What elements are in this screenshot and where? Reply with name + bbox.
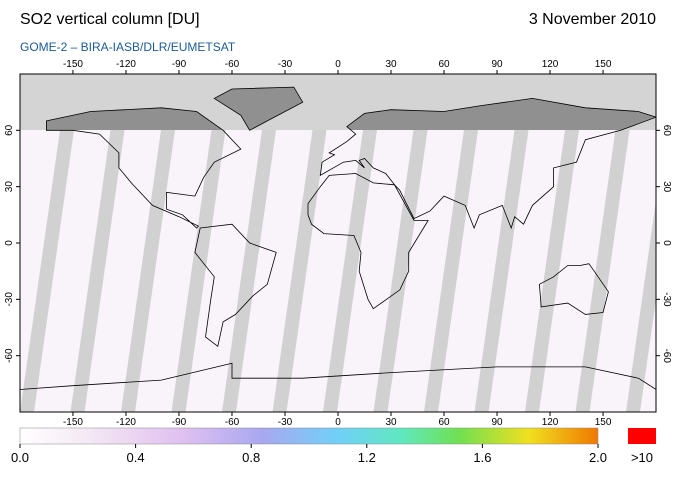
coastline bbox=[307, 173, 429, 310]
colorbar-tick-label: 2.0 bbox=[589, 450, 607, 465]
lon-tick-label: -30 bbox=[278, 59, 293, 70]
swath-gap bbox=[70, 130, 125, 412]
lon-tick-label: 90 bbox=[491, 59, 503, 70]
lat-tick-label: -60 bbox=[661, 348, 672, 363]
lat-tick-label: 30 bbox=[4, 181, 15, 193]
lon-tick-label: 30 bbox=[385, 417, 397, 428]
colorbar-tick-label: 1.6 bbox=[473, 450, 491, 465]
swath-gap bbox=[121, 130, 175, 412]
colorbar-tick-label: 1.2 bbox=[358, 450, 376, 465]
date: 3 November 2010 bbox=[529, 11, 656, 28]
lon-tick-label: 90 bbox=[491, 417, 503, 428]
coastline bbox=[538, 263, 609, 315]
swath-gap bbox=[373, 130, 428, 412]
lon-tick-label: 120 bbox=[542, 59, 559, 70]
lon-tick-label: -120 bbox=[116, 417, 136, 428]
lon-tick-label: 150 bbox=[595, 417, 612, 428]
lon-tick-label: -90 bbox=[172, 59, 187, 70]
arctic-land bbox=[46, 87, 656, 130]
lat-tick-label: -60 bbox=[4, 348, 15, 363]
swath-gap bbox=[424, 130, 478, 412]
swath-gap bbox=[272, 130, 327, 412]
lon-tick-label: 60 bbox=[438, 59, 450, 70]
lat-tick-label: -30 bbox=[661, 292, 672, 307]
lon-tick-label: 0 bbox=[335, 59, 341, 70]
lon-tick-label: 150 bbox=[595, 59, 612, 70]
lon-tick-label: -30 bbox=[278, 417, 293, 428]
coastline bbox=[213, 86, 304, 131]
land-fill bbox=[346, 98, 656, 130]
lat-tick-label: 60 bbox=[4, 124, 15, 136]
subtitle: GOME-2 – BIRA-IASB/DLR/EUMETSAT bbox=[20, 40, 236, 54]
over-label: >10 bbox=[631, 450, 653, 465]
lat-tick-label: 0 bbox=[4, 240, 15, 246]
lon-tick-label: 120 bbox=[542, 417, 559, 428]
lon-tick-label: -150 bbox=[63, 59, 83, 70]
coastline bbox=[46, 107, 242, 229]
lon-tick-label: -150 bbox=[63, 417, 83, 428]
swath-gap bbox=[575, 130, 630, 412]
colorbar-tick-label: 0.4 bbox=[127, 450, 145, 465]
lon-tick-label: -120 bbox=[116, 59, 136, 70]
lat-tick-label: -30 bbox=[4, 292, 15, 307]
swath-gap bbox=[525, 130, 579, 412]
colorbar-tick-label: 0.8 bbox=[242, 450, 260, 465]
lon-tick-label: 0 bbox=[335, 417, 341, 428]
lon-tick-label: -60 bbox=[225, 417, 240, 428]
lat-tick-label: 60 bbox=[661, 125, 672, 137]
lon-tick-label: 30 bbox=[385, 59, 397, 70]
map bbox=[20, 74, 656, 412]
colorbar bbox=[19, 427, 599, 445]
coastline bbox=[20, 362, 656, 412]
colorbar-over bbox=[628, 428, 656, 444]
swath-gap bbox=[626, 200, 656, 412]
lon-tick-label: -60 bbox=[225, 59, 240, 70]
swath-gap bbox=[474, 130, 529, 412]
colorbar-tick-label: 0.0 bbox=[11, 450, 29, 465]
lat-tick-label: 0 bbox=[661, 240, 672, 246]
swath-gap bbox=[20, 130, 74, 412]
coastline bbox=[194, 223, 277, 348]
lon-tick-label: 60 bbox=[438, 417, 450, 428]
coastline bbox=[319, 97, 656, 230]
lat-tick-label: 30 bbox=[661, 181, 672, 193]
land-fill bbox=[214, 87, 303, 130]
swath-gap bbox=[222, 130, 276, 412]
lon-tick-label: -90 bbox=[172, 417, 187, 428]
land-fill bbox=[46, 107, 223, 130]
swath-gap bbox=[323, 130, 377, 412]
swath-gap bbox=[171, 130, 226, 412]
title: SO2 vertical column [DU] bbox=[20, 11, 200, 28]
